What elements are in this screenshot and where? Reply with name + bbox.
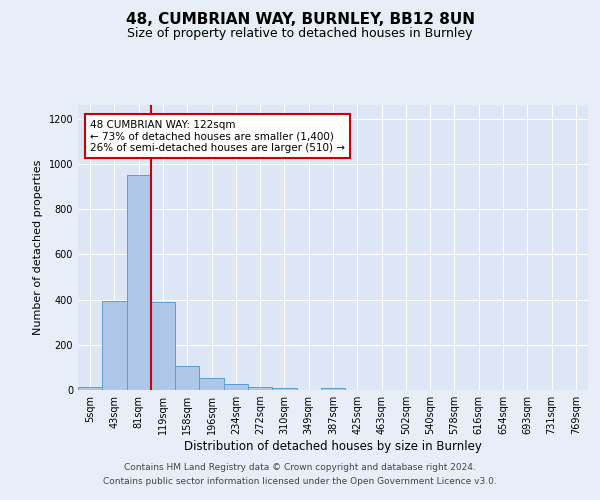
Text: Size of property relative to detached houses in Burnley: Size of property relative to detached ho… (127, 28, 473, 40)
Bar (272, 388, 296, 390)
Bar (102, 300, 127, 390)
Bar (175, 366, 199, 390)
Bar (78, 386, 102, 390)
Text: Contains public sector information licensed under the Open Government Licence v3: Contains public sector information licen… (103, 477, 497, 486)
Bar (199, 378, 224, 390)
Bar (224, 384, 248, 390)
Text: 48 CUMBRIAN WAY: 122sqm
← 73% of detached houses are smaller (1,400)
26% of semi: 48 CUMBRIAN WAY: 122sqm ← 73% of detache… (90, 120, 345, 153)
Bar (248, 386, 272, 390)
Bar (321, 388, 345, 390)
Y-axis label: Number of detached properties: Number of detached properties (33, 160, 43, 335)
X-axis label: Distribution of detached houses by size in Burnley: Distribution of detached houses by size … (184, 440, 482, 453)
Text: Contains HM Land Registry data © Crown copyright and database right 2024.: Contains HM Land Registry data © Crown c… (124, 464, 476, 472)
Bar (127, 175, 151, 390)
Bar (151, 302, 175, 390)
Text: 48, CUMBRIAN WAY, BURNLEY, BB12 8UN: 48, CUMBRIAN WAY, BURNLEY, BB12 8UN (125, 12, 475, 28)
